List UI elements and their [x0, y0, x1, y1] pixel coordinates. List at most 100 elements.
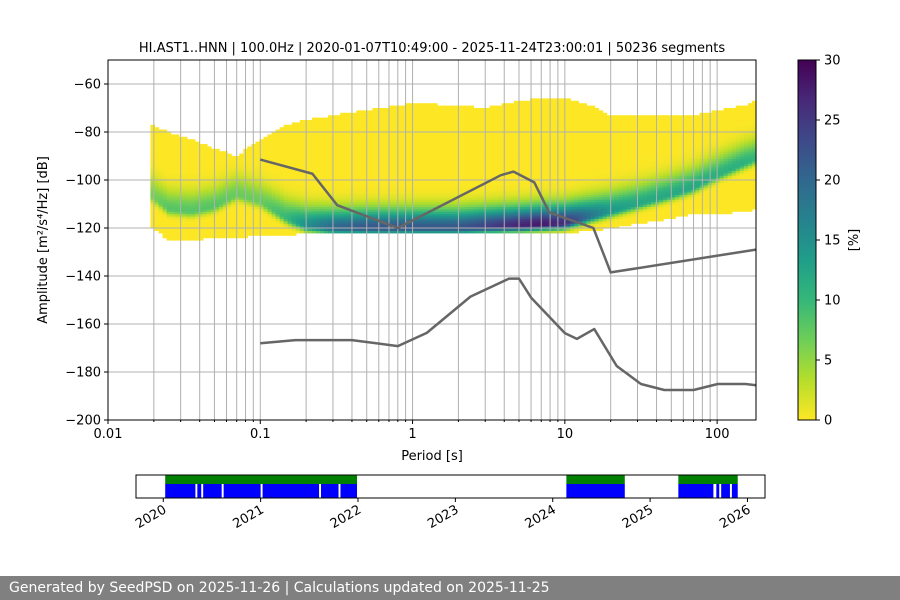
heatmap-cell [287, 144, 293, 147]
heatmap-cell [174, 151, 180, 155]
heatmap-cell [239, 235, 244, 239]
heatmap-cell [404, 132, 410, 135]
heatmap-cell [453, 216, 458, 219]
heatmap-cell [215, 187, 220, 191]
heatmap-cell [170, 144, 176, 147]
heatmap-cell [445, 168, 450, 171]
heatmap-cell [473, 228, 479, 231]
heatmap-cell [489, 134, 495, 138]
heatmap-cell [497, 144, 503, 147]
heatmap-cell [202, 213, 208, 217]
heatmap-column [533, 98, 539, 234]
heatmap-cell [416, 184, 422, 188]
heatmap-cell [154, 189, 160, 193]
heatmap-cell [202, 232, 208, 236]
heatmap-cell [231, 199, 236, 203]
heatmap-column [247, 146, 252, 236]
heatmap-cell [336, 206, 341, 210]
heatmap-cell [202, 194, 208, 198]
heatmap-cell [315, 141, 321, 145]
heatmap-cell [489, 204, 495, 207]
heatmap-cell [150, 158, 156, 162]
heatmap-cell [521, 187, 527, 191]
heatmap-cell [424, 230, 430, 234]
heatmap-cell [340, 196, 345, 200]
heatmap-cell [497, 206, 503, 210]
heatmap-cell [162, 170, 168, 174]
heatmap-cell [433, 120, 438, 123]
heatmap-cell [485, 182, 491, 186]
heatmap-cell [182, 187, 188, 191]
heatmap-cell [533, 194, 539, 198]
heatmap-cell [239, 232, 244, 236]
heatmap-cell [247, 206, 252, 210]
heatmap-cell [457, 177, 462, 181]
heatmap-cell [509, 153, 515, 157]
heatmap-cell [154, 204, 160, 207]
heatmap-cell [190, 199, 196, 203]
heatmap-cell [356, 175, 361, 179]
heatmap-cell [227, 230, 232, 234]
heatmap-cell [368, 201, 374, 205]
heatmap-cell [198, 211, 204, 215]
heatmap-cell [529, 206, 535, 210]
heatmap-cell [388, 194, 394, 198]
heatmap-cell [287, 136, 293, 140]
heatmap-cell [457, 134, 462, 138]
heatmap-cell [513, 156, 519, 159]
heatmap-cell [485, 160, 491, 164]
heatmap-cell [352, 192, 357, 195]
heatmap-cell [538, 124, 543, 128]
heatmap-cell [202, 216, 208, 219]
heatmap-cell [162, 201, 168, 205]
heatmap-cell [473, 158, 479, 162]
heatmap-cell [235, 218, 240, 222]
heatmap-cell [320, 223, 325, 227]
heatmap-cell [505, 122, 511, 126]
heatmap-cell [453, 115, 458, 119]
heatmap-cell [348, 168, 353, 171]
heatmap-cell [211, 184, 216, 188]
heatmap-cell [162, 204, 168, 207]
heatmap-cell [429, 225, 434, 229]
heatmap-cell [554, 225, 559, 229]
heatmap-cell [215, 184, 220, 188]
heatmap-cell [412, 108, 418, 111]
heatmap-cell [324, 177, 329, 181]
heatmap-cell [538, 120, 543, 123]
heatmap-cell [469, 168, 475, 171]
heatmap-cell [215, 151, 220, 155]
heatmap-cell [392, 160, 398, 164]
heatmap-cell [186, 220, 192, 224]
heatmap-cell [558, 177, 563, 181]
heatmap-column [166, 132, 172, 241]
heatmap-cell [231, 213, 236, 217]
heatmap-cell [231, 211, 236, 215]
heatmap-cell [170, 160, 176, 164]
heatmap-cell [255, 158, 261, 162]
heatmap-cell [424, 196, 430, 200]
heatmap-cell [235, 230, 240, 234]
heatmap-cell [437, 127, 442, 131]
heatmap-cell [416, 156, 422, 159]
heatmap-cell [267, 187, 273, 191]
heatmap-cell [457, 141, 462, 145]
heatmap-cell [295, 230, 301, 234]
heatmap-cell [542, 139, 547, 143]
heatmap-cell [412, 158, 418, 162]
heatmap-cell [509, 208, 515, 212]
heatmap-cell [170, 153, 176, 157]
heatmap-cell [400, 124, 406, 128]
heatmap-cell [311, 192, 317, 195]
heatmap-cell [408, 211, 414, 215]
heatmap-cell [356, 223, 361, 227]
heatmap-cell [489, 115, 495, 119]
heatmap-cell [554, 160, 559, 164]
heatmap-cell [513, 151, 519, 155]
heatmap-cell [154, 211, 160, 215]
heatmap-cell [328, 148, 333, 152]
heatmap-cell [477, 115, 483, 119]
heatmap-cell [437, 124, 442, 128]
heatmap-cell [311, 165, 317, 169]
heatmap-column [150, 124, 156, 229]
